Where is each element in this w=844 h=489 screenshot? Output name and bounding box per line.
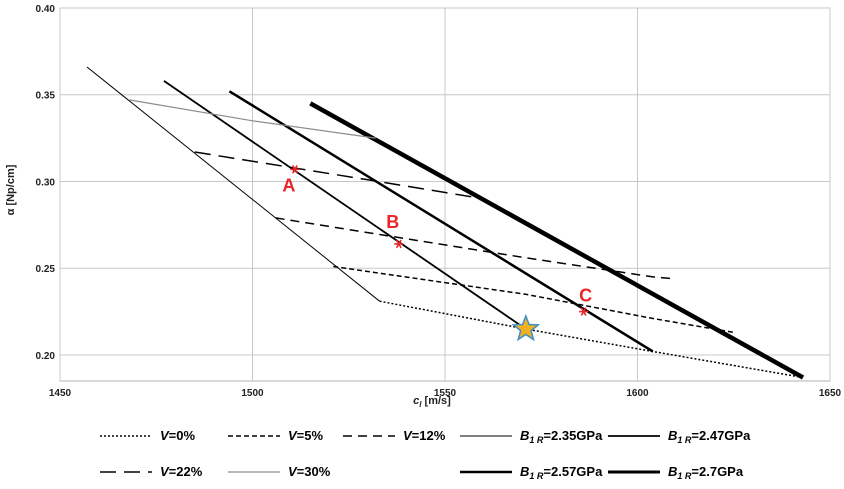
legend-label: B1 R=2.35GPa bbox=[520, 428, 603, 445]
axis-ticks: 1450 1500 1550 1600 1650 0.20 0.25 0.30 0.35 0.40 bbox=[36, 4, 842, 399]
point-marker bbox=[394, 239, 404, 249]
point-label: C bbox=[579, 286, 592, 306]
legend-item: B1 R=2.7GPa bbox=[608, 464, 744, 481]
y-tick-label: 0.30 bbox=[36, 177, 56, 188]
legend-item: B1 R=2.57GPa bbox=[460, 464, 603, 481]
legend-item: B1 R=2.47GPa bbox=[608, 428, 751, 445]
y-tick-label: 0.35 bbox=[36, 91, 56, 102]
series-line bbox=[275, 217, 673, 280]
x-tick-label: 1600 bbox=[626, 388, 649, 399]
x-tick-label: 1550 bbox=[434, 388, 457, 399]
series-line bbox=[163, 80, 527, 330]
point-marker bbox=[579, 307, 589, 316]
point-marker bbox=[290, 165, 300, 174]
series-line bbox=[379, 300, 804, 379]
series-line bbox=[333, 265, 734, 334]
x-tick-label: 1650 bbox=[819, 388, 842, 399]
legend-label: V=30% bbox=[288, 464, 331, 479]
series-line bbox=[86, 66, 380, 302]
y-tick-label: 0.20 bbox=[36, 351, 56, 362]
x-tick-label: 1500 bbox=[241, 388, 264, 399]
point-label: A bbox=[282, 175, 295, 195]
legend-label: V=5% bbox=[288, 428, 323, 443]
series-line bbox=[309, 101, 805, 380]
legend-label: V=22% bbox=[160, 464, 203, 479]
legend-item: V=30% bbox=[228, 464, 331, 479]
y-tick-label: 0.40 bbox=[36, 4, 56, 15]
point-label: B bbox=[386, 212, 399, 232]
legend-label: B1 R=2.7GPa bbox=[668, 464, 744, 481]
grid bbox=[59, 7, 831, 381]
star-marker bbox=[511, 313, 541, 342]
legend-item: V=5% bbox=[228, 428, 323, 443]
y-axis-title: α [Np/cm] bbox=[5, 164, 17, 215]
legend-label: V=0% bbox=[160, 428, 195, 443]
series-line bbox=[129, 99, 376, 139]
x-axis-title: cl [m/s] bbox=[413, 395, 451, 409]
legend-label: B1 R=2.57GPa bbox=[520, 464, 603, 481]
series-group bbox=[86, 66, 805, 380]
x-tick-label: 1450 bbox=[49, 388, 72, 399]
annotation-points: A B C bbox=[282, 165, 592, 342]
legend: V=0% V=5% V=12% B1 R=2.35GPa B1 R=2.47GPa V=2… bbox=[100, 428, 751, 481]
legend-label: B1 R=2.47GPa bbox=[668, 428, 751, 445]
legend-item: V=12% bbox=[343, 428, 446, 443]
legend-item: V=22% bbox=[100, 464, 203, 479]
legend-item: B1 R=2.35GPa bbox=[460, 428, 603, 445]
legend-item: V=0% bbox=[100, 428, 195, 443]
y-tick-label: 0.25 bbox=[36, 264, 56, 275]
series-line bbox=[194, 151, 484, 200]
legend-label: V=12% bbox=[403, 428, 446, 443]
